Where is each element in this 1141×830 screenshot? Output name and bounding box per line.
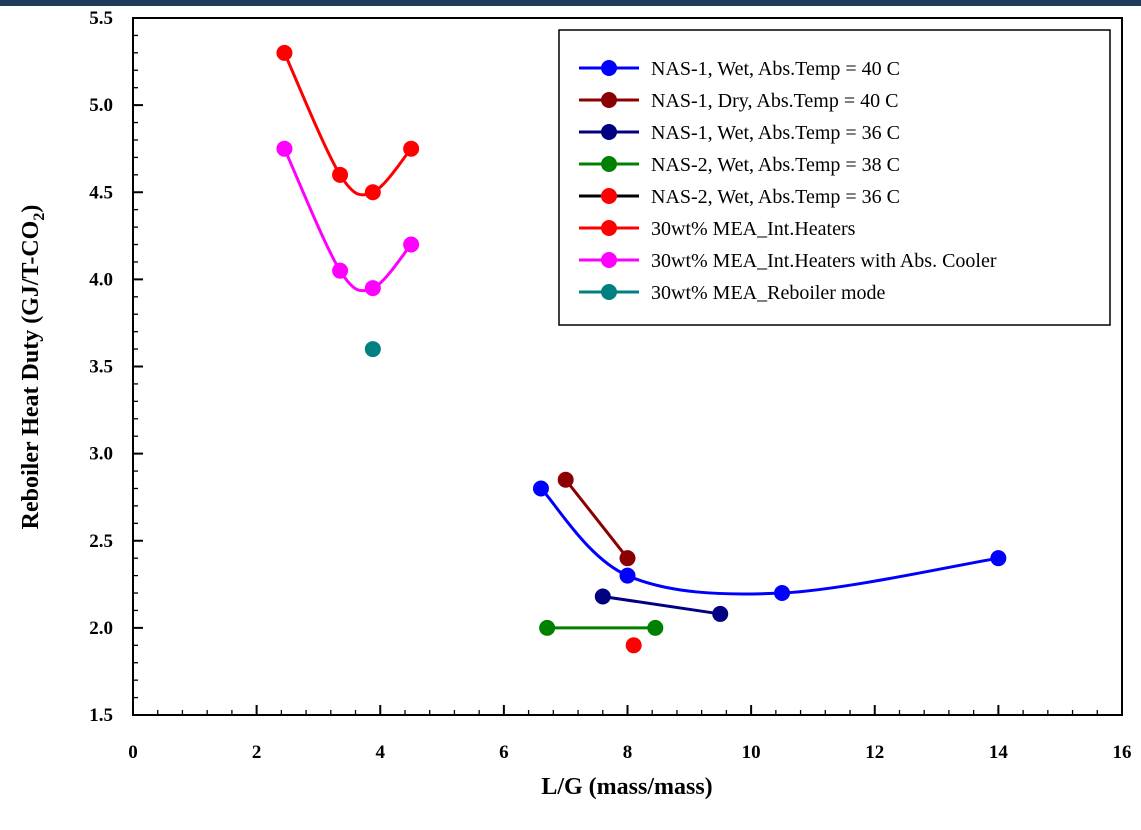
legend-label: NAS-1, Wet, Abs.Temp = 40 C (651, 58, 900, 80)
data-point (712, 605, 729, 622)
data-point (539, 619, 556, 636)
data-point (403, 140, 420, 157)
data-point (364, 184, 381, 201)
series-line (602, 595, 721, 616)
x-axis-title: L/G (mass/mass) (541, 774, 712, 800)
series-7 (364, 341, 381, 358)
data-point (276, 140, 293, 157)
legend-marker (601, 92, 617, 108)
data-point (332, 166, 349, 183)
data-point (403, 236, 420, 253)
legend-item: 30wt% MEA_Reboiler mode (579, 282, 886, 304)
x-tick-label: 0 (128, 742, 138, 763)
x-tick-label: 4 (376, 742, 386, 763)
x-tick-label: 6 (499, 742, 509, 763)
legend-item: NAS-1, Wet, Abs.Temp = 36 C (579, 122, 900, 144)
legend-marker (601, 284, 617, 300)
data-point (557, 471, 574, 488)
y-tick-label: 5.0 (89, 95, 113, 116)
legend-label: 30wt% MEA_Reboiler mode (651, 282, 886, 304)
data-point (619, 550, 636, 567)
data-point (774, 585, 791, 602)
legend-label: NAS-1, Wet, Abs.Temp = 36 C (651, 122, 900, 144)
series-3 (539, 619, 664, 636)
legend-label: NAS-2, Wet, Abs.Temp = 38 C (651, 154, 900, 176)
legend-marker (601, 252, 617, 268)
series-4 (625, 637, 642, 654)
x-tick-label: 12 (865, 742, 884, 763)
legend-item: NAS-1, Wet, Abs.Temp = 40 C (579, 58, 900, 80)
header-bar (0, 0, 1141, 6)
legend-box (558, 29, 1111, 326)
series-layer (276, 44, 1007, 654)
legend: NAS-1, Wet, Abs.Temp = 40 C NAS-1, Dry, A… (558, 29, 1111, 326)
series-line (283, 148, 413, 293)
data-point (647, 619, 664, 636)
legend-marker (601, 124, 617, 140)
data-point (625, 637, 642, 654)
y-tick-label: 2.0 (89, 618, 113, 639)
data-point (990, 550, 1007, 567)
legend-label: NAS-1, Dry, Abs.Temp = 40 C (651, 90, 898, 112)
series-5 (276, 44, 420, 201)
legend-item: NAS-1, Dry, Abs.Temp = 40 C (579, 90, 898, 112)
x-tick-label: 14 (989, 742, 1009, 763)
y-axis-title: Reboiler Heat Duty (GJ/T-CO2) (18, 205, 48, 530)
series-2 (594, 588, 729, 622)
legend-marker (601, 60, 617, 76)
series-line (539, 487, 999, 596)
x-tick-label: 2 (252, 742, 262, 763)
y-axis-title-main: Reboiler Heat Duty (GJ/T-CO (18, 221, 44, 530)
data-point (332, 262, 349, 279)
series-line (283, 52, 413, 197)
series-0 (532, 480, 1007, 602)
legend-item: NAS-2, Wet, Abs.Temp = 38 C (579, 154, 900, 176)
legend-label: NAS-2, Wet, Abs.Temp = 36 C (651, 186, 900, 208)
data-point (276, 44, 293, 61)
x-tick-label: 16 (1113, 742, 1132, 763)
y-tick-label: 4.0 (89, 269, 113, 290)
legend-item: 30wt% MEA_Int.Heaters with Abs. Cooler (579, 250, 997, 272)
y-tick-label: 3.0 (89, 444, 113, 465)
axis-ticks (132, 17, 1123, 716)
data-point (364, 341, 381, 358)
y-tick-label: 5.5 (89, 8, 113, 29)
legend-marker (601, 188, 617, 204)
y-axis-title-suffix: ) (18, 205, 44, 213)
data-point (532, 480, 549, 497)
tick-labels: 0 2 4 6 8 10 12 14 16 1.5 2.0 2.5 3.0 3.5 4.0 4.5 5.0 5.5 (89, 8, 1131, 763)
legend-item: 30wt% MEA_Int.Heaters (579, 218, 856, 240)
series-6 (276, 140, 420, 297)
x-tick-label: 10 (742, 742, 761, 763)
data-point (594, 588, 611, 605)
y-tick-label: 4.5 (89, 182, 113, 203)
legend-label: 30wt% MEA_Int.Heaters (651, 218, 856, 240)
legend-item: NAS-2, Wet, Abs.Temp = 36 C (579, 186, 900, 208)
data-point (364, 280, 381, 297)
legend-marker (601, 220, 617, 236)
y-tick-label: 2.5 (89, 531, 113, 552)
y-tick-label: 1.5 (89, 705, 113, 726)
data-point (619, 567, 636, 584)
x-tick-label: 8 (623, 742, 633, 763)
y-tick-label: 3.5 (89, 357, 113, 378)
legend-marker (601, 156, 617, 172)
series-line (564, 478, 629, 560)
legend-label: 30wt% MEA_Int.Heaters with Abs. Cooler (651, 250, 997, 272)
series-1 (557, 471, 636, 567)
y-axis-title-sub: 2 (31, 213, 48, 221)
